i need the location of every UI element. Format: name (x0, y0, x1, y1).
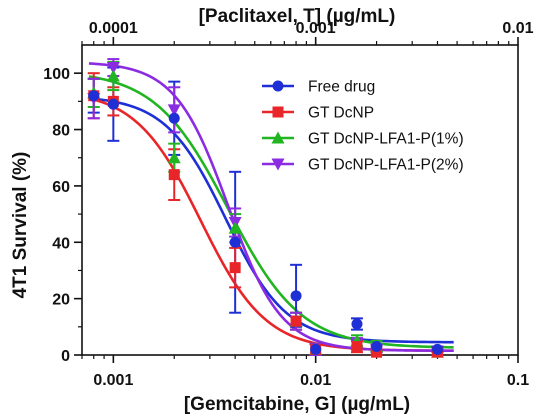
legend-label: GT DcNP-LFA1-P(1%) (308, 131, 464, 148)
fit-curve (88, 75, 454, 349)
y-axis-title-text: 4T1 Survival (%) (10, 152, 31, 299)
data-point (371, 341, 383, 353)
y-axis-title: 4T1 Survival (%) (10, 152, 31, 299)
data-point (310, 343, 322, 355)
x-axis-title: [Gemcitabine, G] (µg/mL) (184, 394, 410, 415)
legend-label: GT DcNP (308, 105, 374, 122)
legend-marker (272, 106, 284, 118)
error-bars (87, 58, 444, 356)
x-top-tick-label: 0.01 (502, 20, 533, 37)
axes: 0.001 0.01 0.1 0.0001 0.001 0.01 0 20 40 60 80 100 (43, 20, 533, 389)
x-top-tick-label: 0.001 (296, 20, 336, 37)
data-point (168, 112, 180, 124)
fit-curves (88, 62, 454, 353)
data-point (168, 169, 180, 181)
data-point (431, 343, 443, 355)
legend-label: GT DcNP-LFA1-P(2%) (308, 157, 464, 174)
y-tick-label: 40 (52, 235, 70, 252)
legend-item: GT DcNP-LFA1-P(2%) (262, 157, 464, 174)
y-tick-label: 0 (61, 348, 70, 365)
x-top-axis-title: [Paclitaxel, T] (µg/mL) (199, 6, 396, 27)
legend-marker (271, 158, 285, 171)
x-tick-label: 0.1 (507, 372, 529, 389)
y-tick-label: 100 (43, 66, 70, 83)
legend-marker (272, 80, 284, 92)
legend-item: GT DcNP (262, 105, 374, 122)
plot-frame (81, 44, 519, 356)
data-point (371, 346, 383, 358)
data-point (88, 90, 100, 102)
legend-label: Free drug (308, 79, 375, 96)
fit-curve (88, 97, 454, 344)
x-top-tick-label: 0.0001 (89, 20, 138, 37)
data-point (351, 341, 363, 353)
data-point (229, 236, 241, 248)
legend: Free drug GT DcNP GT DcNP-LFA1-P(1%) GT DcN… (262, 79, 464, 174)
data-point (167, 104, 181, 117)
y-tick-label: 80 (52, 123, 70, 140)
y-tick-label: 60 (52, 179, 70, 196)
data-point (228, 221, 242, 234)
data-point (106, 69, 120, 82)
x-tick-label: 0.001 (93, 372, 133, 389)
data-point (167, 151, 181, 164)
data-point (229, 262, 241, 274)
data-markers (87, 62, 444, 359)
fit-curve (88, 62, 454, 353)
y-tick-label: 20 (52, 292, 70, 309)
legend-marker (271, 131, 285, 144)
x-axis-title-text: [Gemcitabine, G] (µg/mL) (184, 394, 410, 415)
data-point (290, 315, 302, 327)
legend-item: GT DcNP-LFA1-P(1%) (262, 131, 464, 148)
data-point (351, 318, 363, 330)
data-point (290, 290, 302, 302)
data-point (107, 98, 119, 110)
x-tick-label: 0.01 (300, 372, 331, 389)
x-top-axis-title-text: [Paclitaxel, T] (µg/mL) (199, 6, 396, 27)
legend-item: Free drug (262, 79, 375, 96)
data-point (106, 62, 120, 75)
